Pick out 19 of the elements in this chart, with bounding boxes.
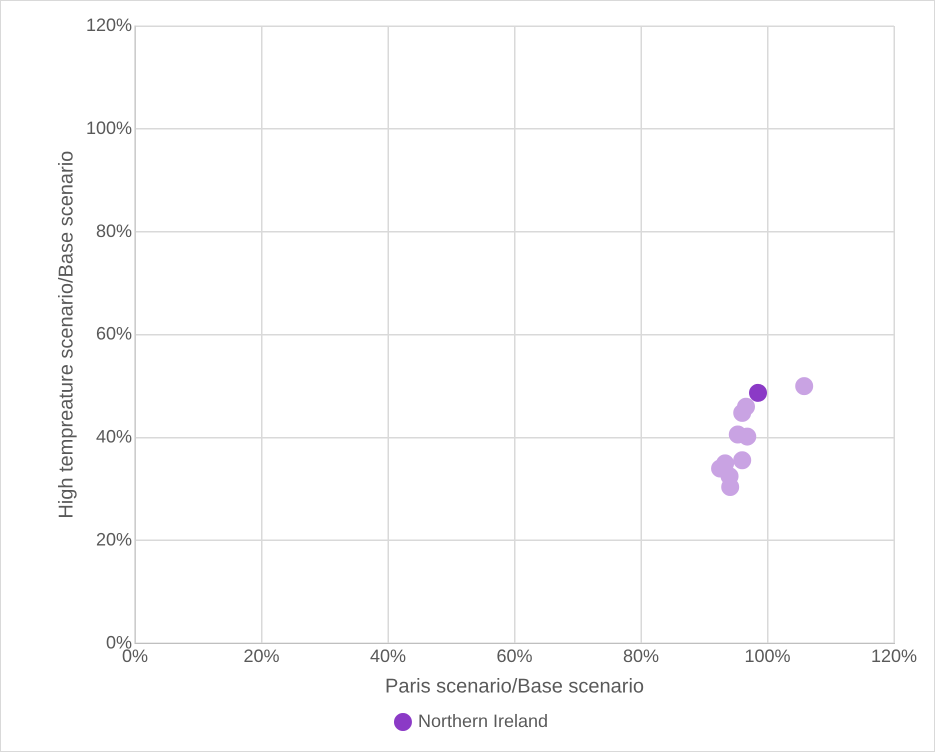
x-tick-label: 60% (496, 646, 533, 666)
y-tick-label: 20% (96, 529, 132, 550)
x-tick-label: 120% (870, 646, 918, 666)
y-tick-label: 100% (86, 118, 132, 138)
point (733, 451, 752, 470)
point (749, 384, 768, 402)
x-tick-label: 80% (622, 646, 660, 666)
x-tick-label: 100% (744, 646, 791, 666)
y-tick-label: 120% (86, 14, 132, 35)
y-tick-label: 40% (96, 426, 132, 447)
point (795, 377, 814, 396)
y-tick-label: 60% (96, 324, 132, 344)
y-tick-label: 80% (96, 220, 132, 241)
point (733, 404, 752, 422)
y-axis-title: High tempreature scenario/Base scenario (56, 150, 78, 519)
x-tick-label: 20% (244, 646, 280, 666)
x-tick-label: 40% (370, 646, 406, 666)
x-axis-title: Paris scenario/Base scenario (385, 676, 644, 698)
legend-label: Northern Ireland (418, 710, 548, 731)
